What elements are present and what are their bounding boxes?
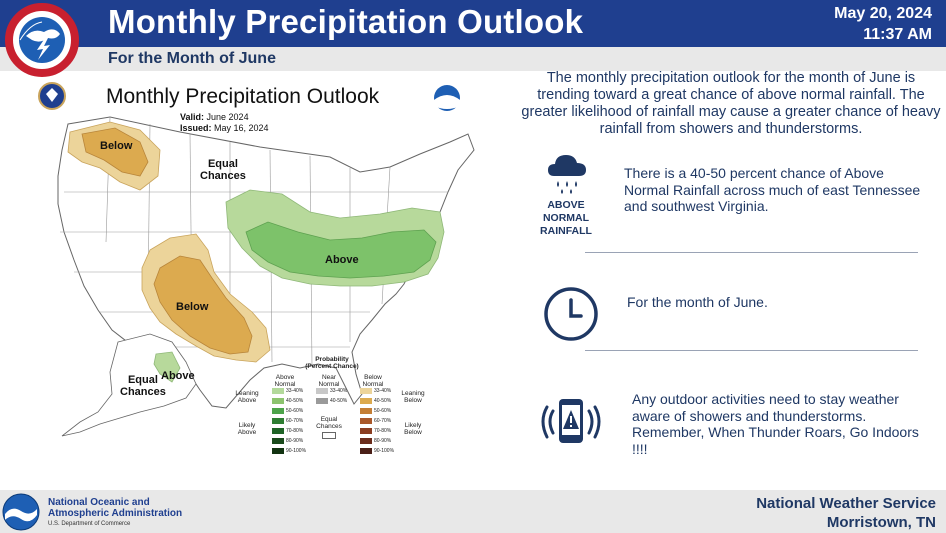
legend-swatch-label-below-1: 40-50% [374,398,392,404]
page-subtitle: For the Month of June [108,50,276,67]
legend-equal-swatch [322,432,336,439]
legend-swatch-label-above-5: 80-90% [286,438,304,444]
label-above-east: Above [325,254,359,266]
divider-1 [585,252,918,253]
map-valid: Valid: June 2024 [180,112,249,122]
legend-swatch-near-1 [316,398,328,404]
office-location: Morristown, TN [826,514,936,531]
legend-equal-chances: Equal Chances [316,416,342,430]
legend-col-below: Below Normal [362,374,384,388]
outlook-map-graphic [38,82,475,437]
legend-swatch-below-5 [360,438,372,444]
clock-icon [543,286,599,342]
label-below-nw: Below [100,140,133,152]
label-above-alaska: Above [161,370,195,382]
outlook-map: Monthly Precipitation Outlook Valid: Jun… [0,72,515,490]
legend-swatch-label-above-6: 90-100% [286,448,307,454]
map-issued: Issued: May 16, 2024 [180,123,269,133]
legend-swatch-label-below-4: 70-80% [374,428,392,434]
legend-col-near: Near Normal [318,374,340,388]
above-normal-rainfall-label: ABOVE NORMAL RAINFALL [540,199,592,237]
legend-swatch-label-below-2: 50-60% [374,408,392,414]
phone-alert-icon [541,393,601,453]
legend-title: Probability (Percent Chance) [305,356,359,370]
issue-time: 11:37 AM [863,26,932,43]
item3-text: Any outdoor activities need to stay weat… [632,391,919,457]
probability-legend: Probability (Percent Chance) Above Norma… [232,356,432,488]
above-east-mid [245,221,437,279]
label-below-sw: Below [176,301,209,313]
legend-swatch-below-6 [360,448,372,454]
rain-cloud-icon [546,150,588,196]
item2-text: For the month of June. [627,294,768,310]
legend-swatch-below-0 [360,388,372,394]
legend-swatch-above-3 [272,418,284,424]
legend-swatch-below-4 [360,428,372,434]
legend-swatch-above-6 [272,448,284,454]
issue-date: May 20, 2024 [834,5,932,22]
legend-swatch-label-above-2: 50-60% [286,408,304,414]
legend-swatch-label-below-3: 60-70% [374,418,392,424]
subheader-bar [0,47,946,71]
legend-swatch-label-near-1: 40-50% [330,398,348,404]
page-title: Monthly Precipitation Outlook [108,3,584,40]
legend-likely-below: Likely Below [404,422,422,436]
legend-col-above: Above Normal [274,374,296,388]
divider-2 [585,350,918,351]
legend-swatch-above-5 [272,438,284,444]
legend-leaning-below: Leaning Below [401,390,425,404]
legend-swatch-below-2 [360,408,372,414]
map-title: Monthly Precipitation Outlook [106,85,380,108]
legend-swatch-above-2 [272,408,284,414]
alaska-above [153,351,181,383]
footer-bar [0,490,946,533]
legend-swatch-below-1 [360,398,372,404]
legend-swatch-label-below-5: 80-90% [374,438,392,444]
below-sw-mid [153,255,253,355]
legend-swatch-label-below-6: 90-100% [374,448,395,454]
legend-swatch-label-above-0: 33-40% [286,388,304,394]
header-bar [0,0,946,47]
noaa-name-line1: National Oceanic and [48,497,150,508]
noaa-dept: U.S. Department of Commerce [48,521,131,527]
intro-text: The monthly precipitation outlook for th… [521,70,941,137]
legend-swatch-above-1 [272,398,284,404]
legend-swatch-label-near-0: 33-40% [330,388,348,394]
legend-leaning-above: Leaning Above [235,390,259,404]
label-equal-chances-alaska: Equal Chances [120,374,166,398]
legend-swatch-label-below-0: 33-40% [374,388,392,394]
legend-swatch-above-4 [272,428,284,434]
legend-likely-above: Likely Above [237,422,257,436]
legend-swatch-label-above-4: 70-80% [286,428,304,434]
label-equal-chances: Equal Chances [200,158,246,182]
noaa-name-line2: Atmospheric Administration [48,508,183,519]
office-name: National Weather Service [756,495,936,512]
item1-text: There is a 40-50 percent chance of Above… [624,165,921,214]
nws-logo [4,2,80,78]
legend-swatch-near-0 [316,388,328,394]
legend-swatch-below-3 [360,418,372,424]
legend-swatch-label-above-1: 40-50% [286,398,304,404]
legend-swatch-label-above-3: 60-70% [286,418,304,424]
legend-swatch-above-0 [272,388,284,394]
noaa-logo [2,493,40,531]
below-nw-mid [81,127,149,177]
